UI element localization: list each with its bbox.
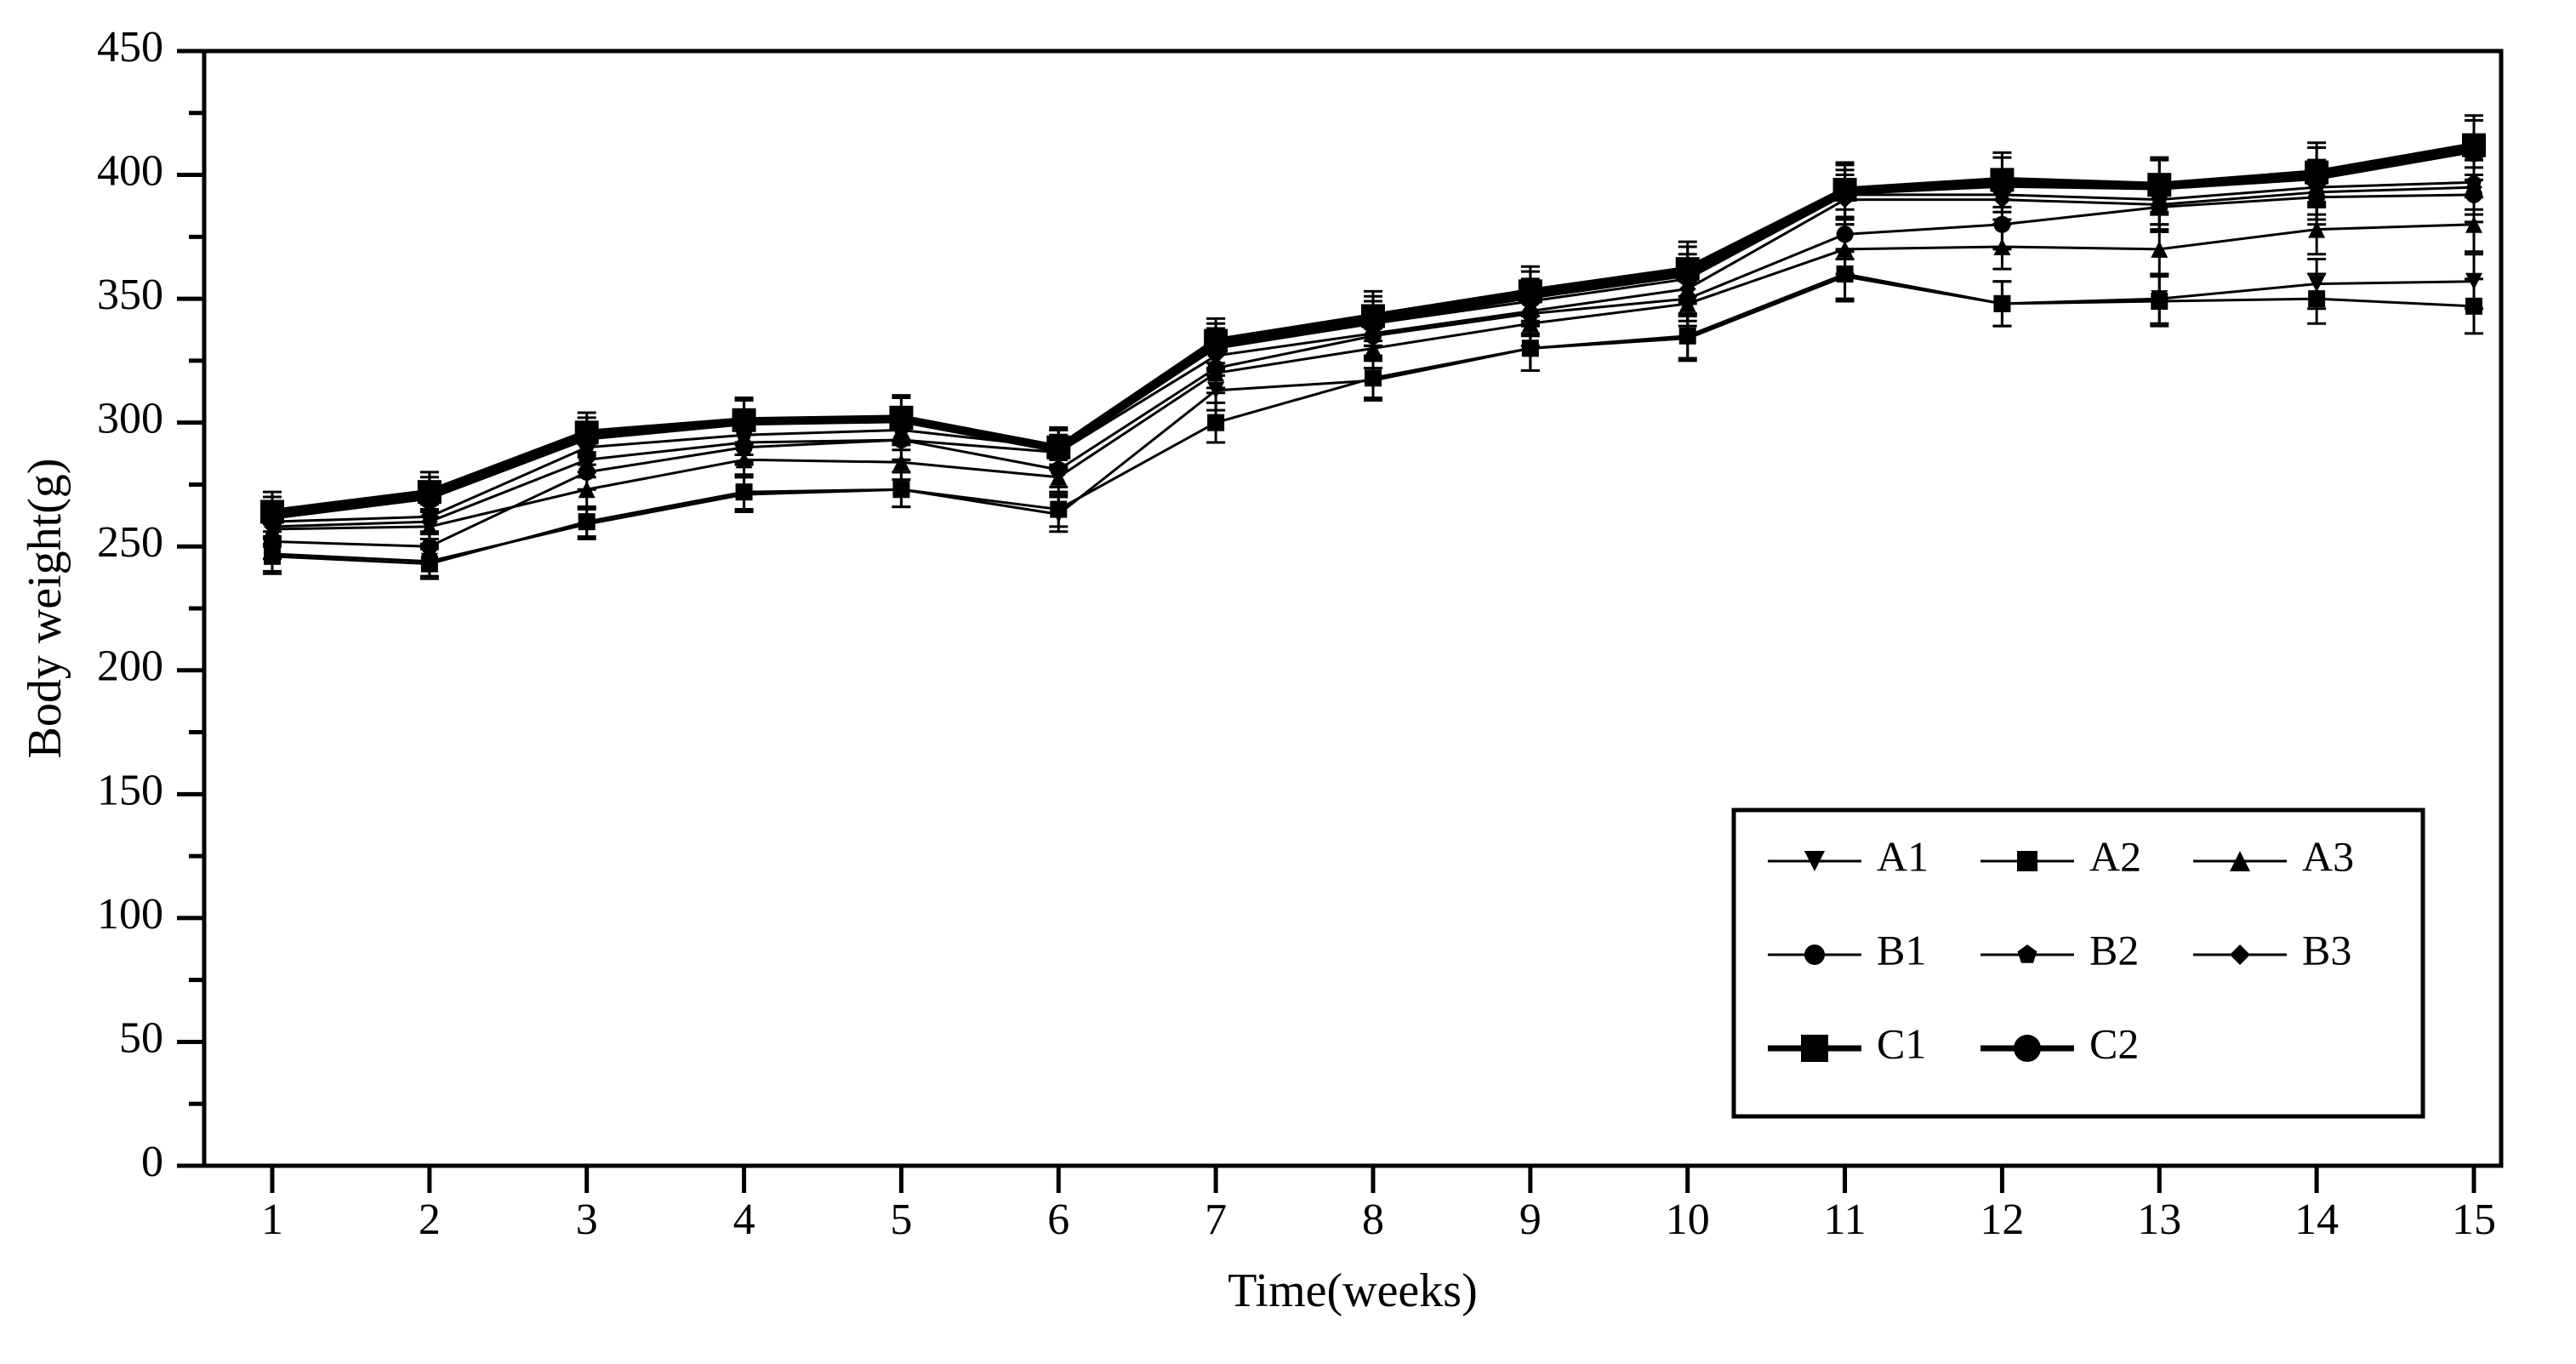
legend: A1 A2 A3 B1 B2 B3 C1 C2 [1734,810,2423,1116]
x-tick-label: 5 [890,1196,912,1244]
legend-label-C1: C1 [1877,1019,1926,1067]
y-tick-label: 200 [97,642,163,691]
chart-svg: 0 50 100 150 200 250 300 350 400 450 Body weight(g… [0,0,2576,1364]
x-tick-label: 13 [2137,1196,2181,1244]
x-tick-label: 12 [1980,1196,2024,1244]
y-axis-label: Body weight(g) [19,458,71,758]
x-tick-label: 9 [1519,1196,1542,1244]
y-tick-label: 400 [97,146,163,195]
legend-label-A1: A1 [1877,832,1929,880]
x-tick-label: 8 [1362,1196,1384,1244]
x-tick-label: 11 [1824,1196,1866,1244]
x-tick-label: 4 [733,1196,755,1244]
y-tick-label: 50 [119,1013,163,1062]
x-tick-label: 7 [1205,1196,1227,1244]
legend-label-A2: A2 [2089,832,2141,880]
x-tick-label: 6 [1047,1196,1069,1244]
x-tick-label: 15 [2452,1196,2496,1244]
x-tick-label: 1 [261,1196,283,1244]
legend-label-B1: B1 [1877,926,1926,973]
x-tick-label: 14 [2294,1196,2339,1244]
y-tick-label: 450 [97,23,163,71]
y-tick-label: 250 [97,518,163,567]
x-tick-label: 2 [419,1196,441,1244]
x-axis-label: Time(weeks) [1228,1264,1477,1317]
y-tick-label: 0 [141,1138,163,1186]
y-tick-label: 150 [97,766,163,814]
x-tick-label: 10 [1666,1196,1710,1244]
y-tick-label: 300 [97,395,163,443]
series-B3 [263,160,2483,544]
legend-label-B2: B2 [2089,926,2139,973]
legend-label-B3: B3 [2302,926,2351,973]
legend-label-C2: C2 [2089,1019,2139,1067]
body-weight-line-chart: 0 50 100 150 200 250 300 350 400 450 Body weight(g… [0,0,2576,1364]
x-tick-label: 3 [576,1196,598,1244]
y-tick-label: 350 [97,271,163,319]
y-tick-label: 100 [97,890,163,939]
legend-label-A3: A3 [2302,832,2354,880]
